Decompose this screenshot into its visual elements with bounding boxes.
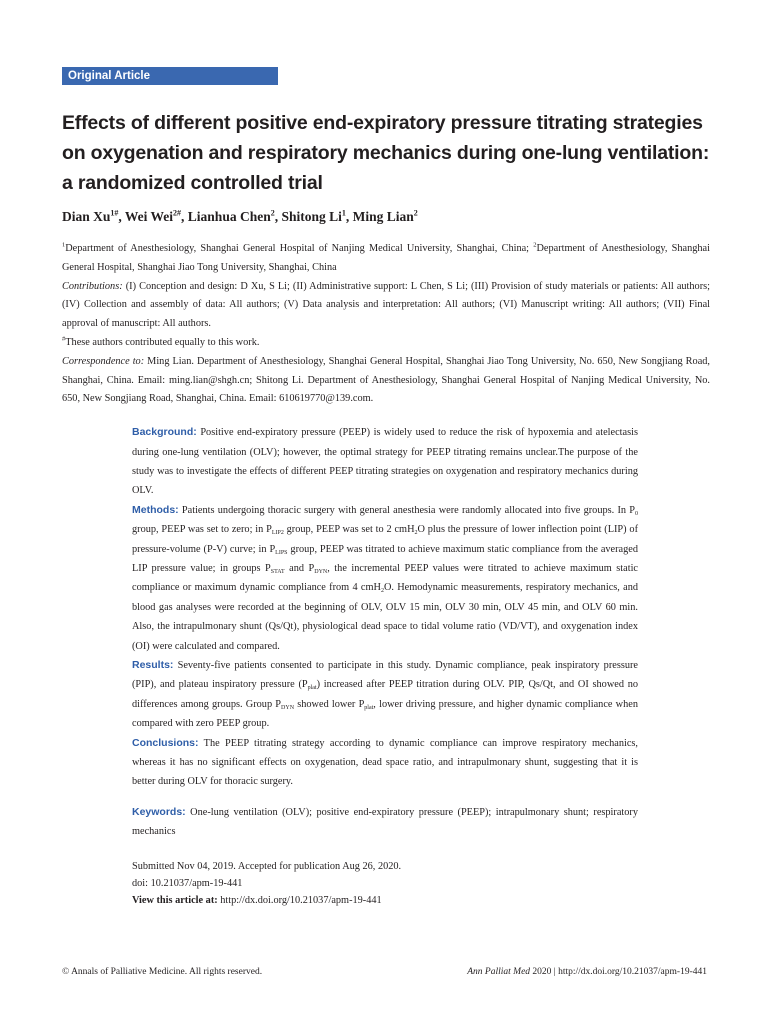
aff-sup: # xyxy=(62,335,66,343)
subscript: LIP2 xyxy=(271,530,284,537)
journal-name: Ann Palliat Med xyxy=(467,967,531,977)
affiliation-1: Department of Anesthesiology, Shanghai G… xyxy=(65,243,534,254)
text-run: O plus the pressure of lower inflection … xyxy=(132,524,638,555)
text-run: group, PEEP was set to zero; in P xyxy=(132,524,272,536)
subscript: STAT xyxy=(270,569,285,576)
text-run: Seventy-five patients consented to parti… xyxy=(132,660,638,691)
subscript: 2 xyxy=(380,588,384,595)
keywords: Keywords: One-lung ventilation (OLV); po… xyxy=(132,803,638,842)
text-run: The PEEP titrating strategy according to… xyxy=(132,737,638,788)
abstract: Background: Positive end-expiratory pres… xyxy=(132,423,638,842)
text-run: showed lower P xyxy=(294,698,365,710)
subscript: LIPS xyxy=(275,549,288,556)
author-list: Dian Xu1#, Wei Wei2#, Lianhua Chen2, Shi… xyxy=(62,208,710,226)
affiliation-text: 1Department of Anesthesiology, Shanghai … xyxy=(62,240,710,278)
contributions-label: Contributions: xyxy=(62,280,123,292)
author-name: Wei Wei xyxy=(124,209,174,224)
abstract-methods: Methods: Patients undergoing thoracic su… xyxy=(132,501,638,656)
section-label: Conclusions: xyxy=(132,736,199,749)
footer-citation: Ann Palliat Med 2020 | http://dx.doi.org… xyxy=(467,965,707,979)
correspondence: Correspondence to: Ming Lian. Department… xyxy=(62,353,710,409)
subscript: plat xyxy=(307,685,317,692)
abstract-conclusions: Conclusions: The PEEP titrating strategy… xyxy=(132,734,638,792)
submission-info: Submitted Nov 04, 2019. Accepted for pub… xyxy=(132,858,710,909)
section-text: Seventy-five patients consented to parti… xyxy=(132,660,638,729)
affiliations: 1Department of Anesthesiology, Shanghai … xyxy=(62,240,710,409)
author-sup: 2 xyxy=(270,208,275,218)
affiliation-2: Department of Anesthesiology, Shanghai G… xyxy=(62,243,710,273)
doi: doi: 10.21037/apm-19-441 xyxy=(132,877,243,889)
text-run: O. Hemodynamic measurements, respiratory… xyxy=(132,582,638,652)
equal-contribution: #These authors contributed equally to th… xyxy=(62,334,710,353)
text-run: and P xyxy=(284,563,315,575)
section-label: Results: xyxy=(132,659,174,672)
text-run: group, PEEP was set to 2 cmH xyxy=(283,524,415,536)
text-run: Patients undergoing thoracic surgery wit… xyxy=(178,504,635,516)
subscript: 0 xyxy=(635,510,638,517)
text-run: ) increased after PEEP titration during … xyxy=(132,679,638,710)
article-link[interactable]: http://dx.doi.org/10.21037/apm-19-441 xyxy=(217,894,382,906)
text-run: , the incremental PEEP values were titra… xyxy=(132,563,638,594)
text-run: One-lung ventilation (OLV); positive end… xyxy=(132,806,638,838)
author-sup: 2 xyxy=(413,208,418,218)
section-text: The PEEP titrating strategy according to… xyxy=(132,738,638,788)
author-sup: 1# xyxy=(110,208,119,218)
equal-contribution-text: These authors contributed equally to thi… xyxy=(65,336,260,348)
article-front-matter: Original Article Effects of different po… xyxy=(62,67,710,909)
section-text: Patients undergoing thoracic surgery wit… xyxy=(132,505,638,652)
view-label: View this article at: xyxy=(132,894,218,906)
contributions-text: (I) Conception and design: D Xu, S Li; (… xyxy=(62,280,710,330)
author: Wei Wei2#, xyxy=(124,208,188,224)
aff-sup: 2 xyxy=(533,241,537,249)
submission-dates: Submitted Nov 04, 2019. Accepted for pub… xyxy=(132,860,402,872)
abstract-background: Background: Positive end-expiratory pres… xyxy=(132,423,638,501)
subscript: plat xyxy=(364,704,374,711)
contributions: Contributions: (I) Conception and design… xyxy=(62,278,710,334)
subscript: DYN xyxy=(314,569,328,576)
correspondence-text: Ming Lian. Department of Anesthesiology,… xyxy=(62,355,710,405)
author-name: Shitong Li xyxy=(281,209,342,224)
text-run: Positive end-expiratory pressure (PEEP) … xyxy=(132,427,638,497)
author: Ming Lian2 xyxy=(353,209,418,224)
section-label: Keywords: xyxy=(132,805,186,818)
article-type-badge: Original Article xyxy=(62,67,278,85)
author-name: Ming Lian xyxy=(352,209,414,224)
correspondence-label: Correspondence to: xyxy=(62,355,145,367)
author: Lianhua Chen2, xyxy=(187,208,282,224)
abstract-results: Results: Seventy-five patients consented… xyxy=(132,656,638,734)
author-name: Dian Xu xyxy=(62,209,111,224)
aff-sup: 1 xyxy=(62,241,66,249)
section-text: One-lung ventilation (OLV); positive end… xyxy=(132,807,638,837)
article-title: Effects of different positive end-expira… xyxy=(62,112,710,194)
text-run: , lower driving pressure, and higher dyn… xyxy=(132,698,638,730)
view-article: View this article at: http://dx.doi.org/… xyxy=(132,892,710,909)
author: Shitong Li1, xyxy=(281,208,353,224)
author: Dian Xu1#, xyxy=(62,208,125,224)
subscript: DYN xyxy=(281,704,295,711)
text-run: group, PEEP was titrated to achieve maxi… xyxy=(132,543,638,575)
author-name: Lianhua Chen xyxy=(187,209,271,224)
subscript: 2 xyxy=(414,530,418,537)
section-label: Methods: xyxy=(132,503,179,516)
author-sup: 1 xyxy=(341,208,346,218)
author-sup: 2# xyxy=(173,208,182,218)
footer-link: 2020 | http://dx.doi.org/10.21037/apm-19… xyxy=(530,967,707,977)
section-text: Positive end-expiratory pressure (PEEP) … xyxy=(132,427,638,496)
section-label: Background: xyxy=(132,426,197,439)
footer-copyright: © Annals of Palliative Medicine. All rig… xyxy=(62,967,263,977)
